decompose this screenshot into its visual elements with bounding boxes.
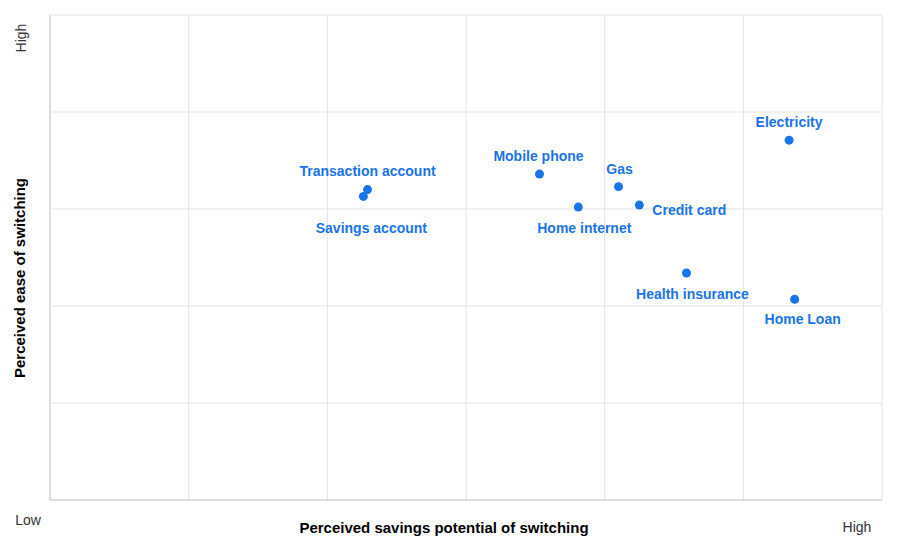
y-grid-line bbox=[50, 112, 882, 113]
scatter-point bbox=[635, 201, 644, 210]
scatter-point bbox=[785, 136, 794, 145]
x-grid-line bbox=[327, 15, 328, 500]
point-label: Home internet bbox=[537, 220, 631, 236]
y-grid-line bbox=[50, 403, 882, 404]
axis-end-label: Low bbox=[15, 512, 42, 528]
point-label: Home Loan bbox=[765, 311, 841, 327]
scatter-point bbox=[682, 269, 691, 278]
y-grid-line bbox=[50, 500, 882, 501]
x-grid-line bbox=[50, 15, 51, 500]
point-label: Credit card bbox=[652, 202, 726, 218]
y-grid-line bbox=[50, 15, 882, 16]
x-grid-line bbox=[188, 15, 189, 500]
x-grid-line bbox=[604, 15, 605, 500]
scatter-point bbox=[574, 203, 583, 212]
axis-end-label: High bbox=[843, 519, 872, 535]
x-grid-line bbox=[882, 15, 883, 500]
point-label: Savings account bbox=[316, 220, 428, 236]
point-label: Electricity bbox=[756, 114, 823, 130]
point-label: Transaction account bbox=[299, 163, 435, 179]
scatter-point bbox=[790, 295, 799, 304]
scatter-point bbox=[614, 182, 623, 191]
x-axis-title: Perceived savings potential of switching bbox=[299, 519, 588, 536]
scatter-point bbox=[535, 170, 544, 179]
y-grid-line bbox=[50, 209, 882, 210]
chart-svg: Perceived savings potential of switching… bbox=[0, 0, 899, 548]
y-grid-line bbox=[50, 306, 882, 307]
chart-container: Perceived savings potential of switching… bbox=[0, 0, 899, 548]
x-grid-line bbox=[466, 15, 467, 500]
axis-end-label: High bbox=[13, 24, 29, 53]
x-grid-line bbox=[743, 15, 744, 500]
y-axis-title: Perceived ease of switching bbox=[11, 178, 28, 378]
point-label: Mobile phone bbox=[493, 148, 583, 164]
point-label: Health insurance bbox=[636, 286, 749, 302]
point-label: Gas bbox=[606, 161, 633, 177]
scatter-point bbox=[359, 192, 368, 201]
